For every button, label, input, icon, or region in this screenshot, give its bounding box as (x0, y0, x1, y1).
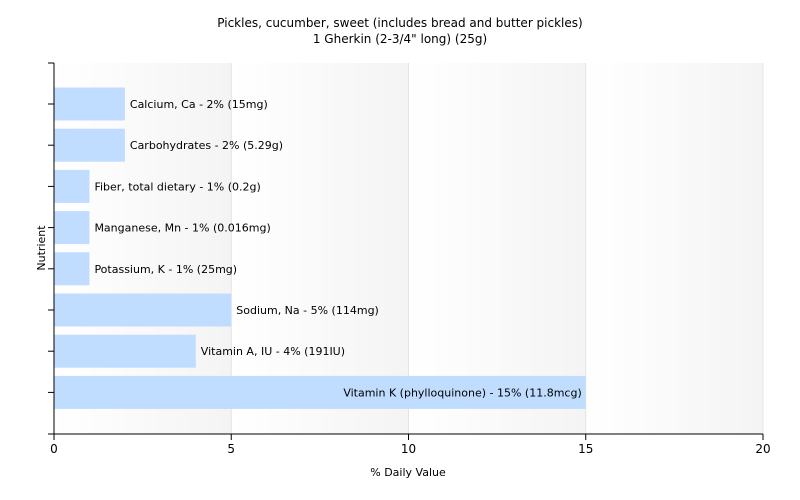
bar-label: Vitamin K (phylloquinone) - 15% (11.8mcg… (343, 386, 581, 399)
bar-label: Fiber, total dietary - 1% (0.2g) (94, 180, 260, 193)
bar-label: Carbohydrates - 2% (5.29g) (130, 139, 283, 152)
bar (54, 87, 125, 121)
bar-label: Sodium, Na - 5% (114mg) (236, 304, 379, 317)
bar (54, 375, 586, 409)
plot-panel (585, 63, 763, 434)
plot-background (54, 63, 763, 434)
x-axis-label: % Daily Value (370, 466, 446, 479)
x-tick-label: 10 (401, 442, 416, 456)
bar (54, 169, 90, 203)
plot-panel (408, 63, 586, 434)
bar (54, 128, 125, 162)
bar-label: Potassium, K - 1% (25mg) (94, 263, 237, 276)
bar-label: Vitamin A, IU - 4% (191IU) (201, 345, 345, 358)
x-tick-label: 0 (50, 442, 58, 456)
bar (54, 334, 196, 368)
plot-panel (231, 63, 409, 434)
plot-panel (54, 63, 232, 434)
bar (54, 211, 90, 245)
x-tick-label: 15 (578, 442, 593, 456)
bars: Calcium, Ca - 2% (15mg) Carbohydrates - 2… (54, 87, 586, 409)
chart-title: Pickles, cucumber, sweet (includes bread… (217, 16, 583, 30)
y-axis-label: Nutrient (35, 225, 48, 271)
axes: 0 5 10 15 20 (48, 62, 771, 456)
bar-label: Calcium, Ca - 2% (15mg) (130, 98, 268, 111)
x-tick-label: 20 (755, 442, 770, 456)
bar (54, 252, 90, 286)
bar (54, 293, 232, 327)
x-tick-label: 5 (227, 442, 235, 456)
bar-label: Manganese, Mn - 1% (0.016mg) (94, 222, 270, 235)
chart-subtitle: 1 Gherkin (2-3/4" long) (25g) (312, 32, 488, 46)
